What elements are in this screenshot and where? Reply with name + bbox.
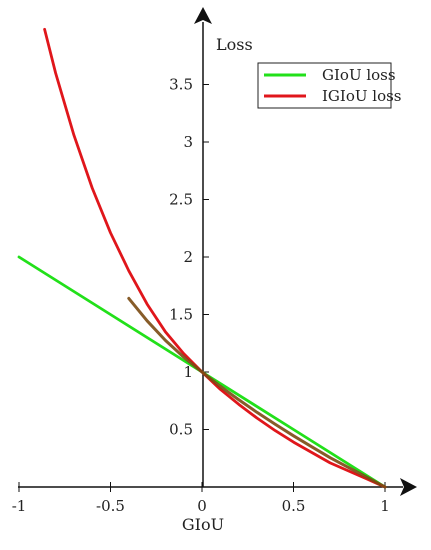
y-tick-label: 3 [183,133,193,151]
x-axis-arrow-icon [400,478,417,496]
overlap-line [127,296,387,489]
y-ticks: 0.5 1 1.5 2 2.5 3 3.5 [169,76,209,439]
legend-label-giou: GIoU loss [322,66,396,84]
x-tick-label: 0.5 [282,497,306,515]
y-tick-label: 1 [183,363,193,381]
x-tick-label: -0.5 [96,497,125,515]
y-axis-arrow-icon [194,7,212,24]
axes [18,7,417,496]
y-tick-label: 2.5 [169,191,193,209]
legend-label-igiou: IGIoU loss [322,87,402,105]
legend: GIoU loss IGIoU loss [257,62,402,109]
y-tick-label: 0.5 [169,421,193,439]
legend-box [257,62,392,109]
x-tick-label: -1 [12,497,27,515]
series-layer [17,27,387,489]
y-tick-label: 1.5 [169,306,193,324]
x-tick-label: 0 [197,497,207,515]
y-tick-label: 3.5 [169,76,193,94]
y-axis-title: Loss [216,35,253,54]
x-ticks: -1 -0.5 0 0.5 1 [12,482,390,515]
y-tick-label: 2 [183,248,193,266]
x-axis-title: GIoU [182,515,224,534]
x-tick-label: 1 [380,497,390,515]
